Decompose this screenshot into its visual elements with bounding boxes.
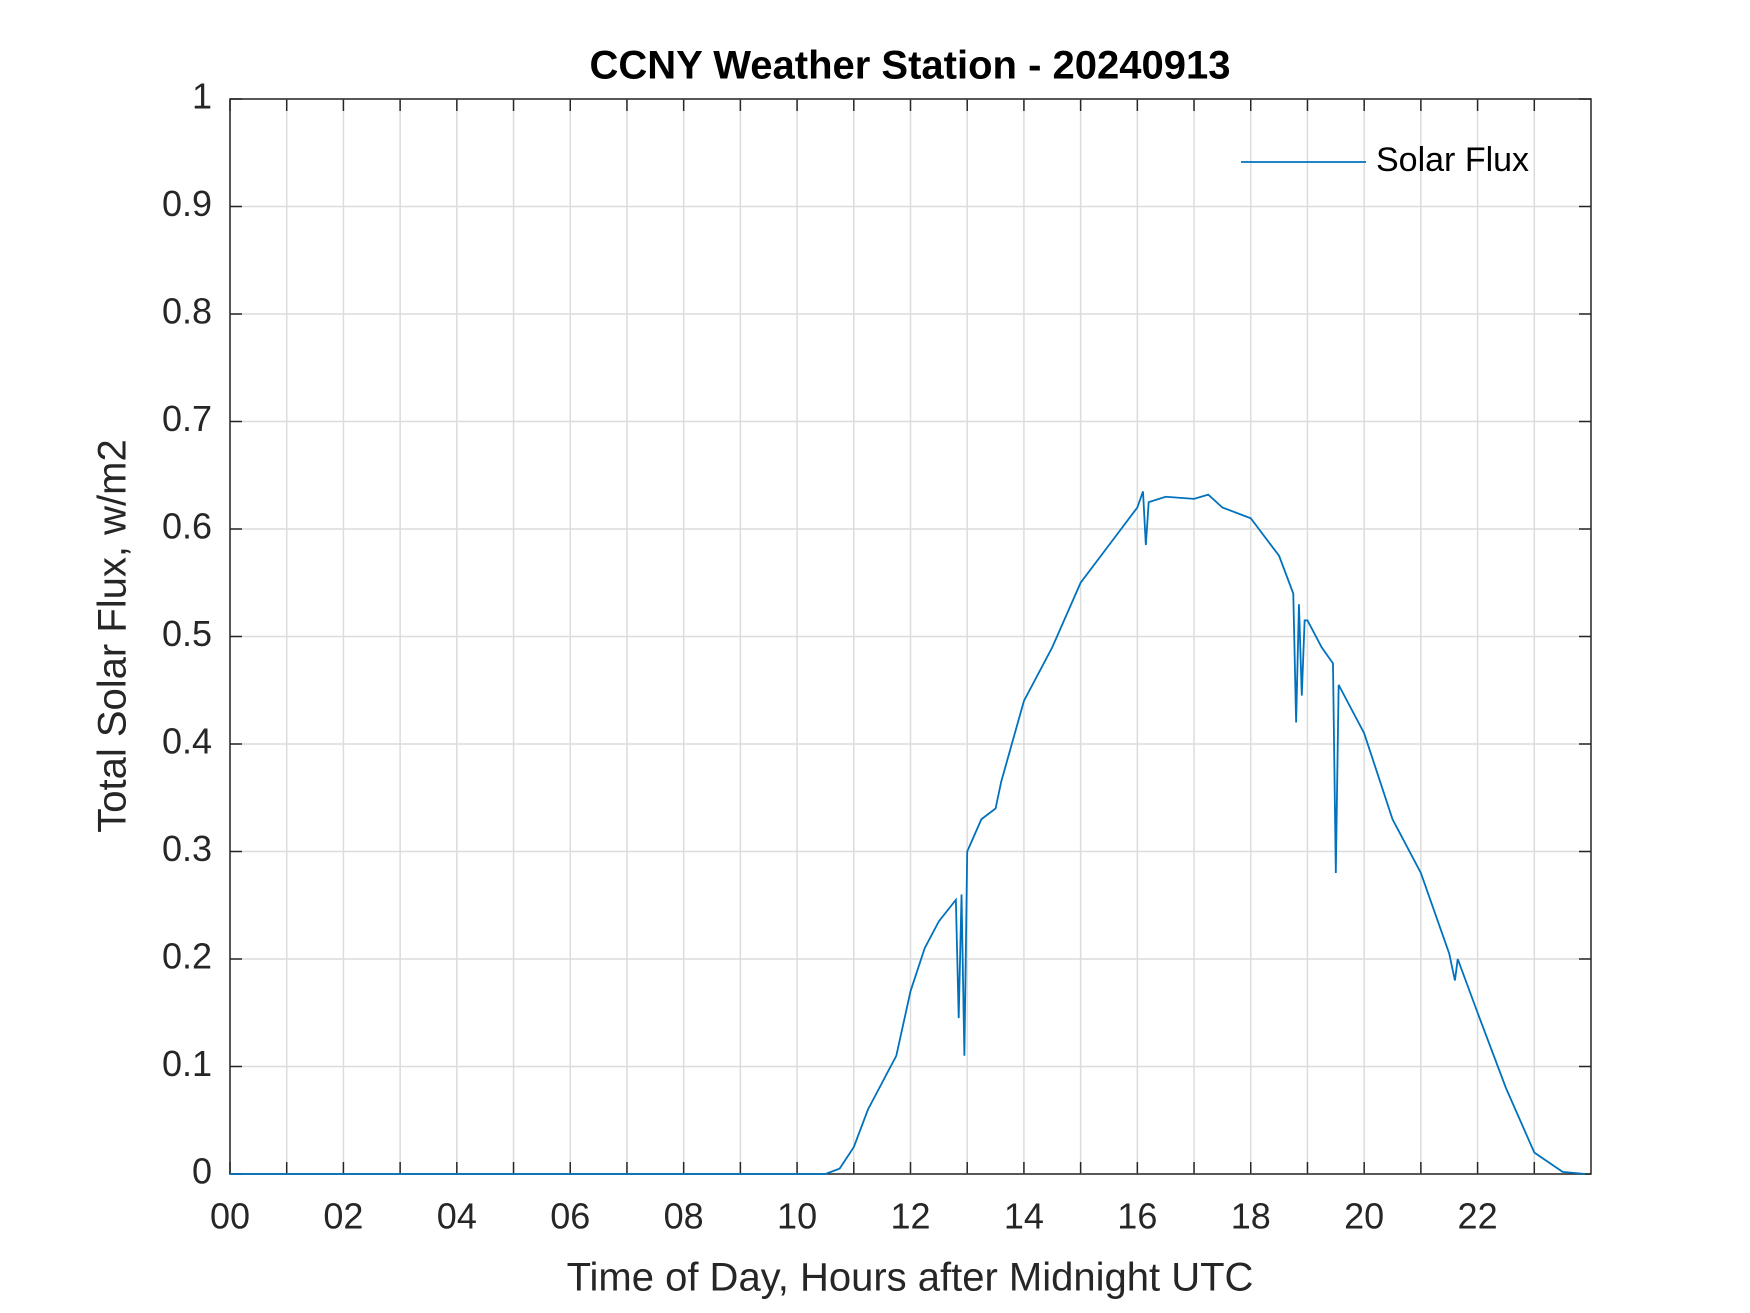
y-tick-label: 0.4 <box>162 721 212 762</box>
x-tick-label: 22 <box>1458 1196 1498 1237</box>
x-tick-label: 06 <box>550 1196 590 1237</box>
x-tick-label: 00 <box>210 1196 250 1237</box>
x-tick-label: 08 <box>664 1196 704 1237</box>
y-tick-label: 1 <box>192 76 212 117</box>
y-tick-label: 0.9 <box>162 183 212 224</box>
x-tick-label: 02 <box>323 1196 363 1237</box>
plot-frame <box>229 98 1592 1175</box>
chart-title: CCNY Weather Station - 20240913 <box>590 44 1231 88</box>
y-axis-label: Total Solar Flux, w/m2 <box>91 439 135 832</box>
y-tick-label: 0.8 <box>162 291 212 332</box>
y-tick-label: 0.3 <box>162 828 212 869</box>
x-tick-label: 14 <box>1004 1196 1044 1237</box>
x-tick-label: 10 <box>777 1196 817 1237</box>
y-tick-label: 0.6 <box>162 506 212 547</box>
x-tick-label: 18 <box>1231 1196 1271 1237</box>
data-line <box>230 491 1586 1175</box>
y-tick-label: 0.2 <box>162 936 212 977</box>
y-tick-label: 0.1 <box>162 1043 212 1084</box>
x-axis-label: Time of Day, Hours after Midnight UTC <box>567 1256 1254 1300</box>
y-tick-label: 0 <box>192 1151 212 1192</box>
x-tick-label: 20 <box>1344 1196 1384 1237</box>
legend-label: Solar Flux <box>1376 141 1529 179</box>
x-tick-label: 16 <box>1117 1196 1157 1237</box>
y-tick-label: 0.5 <box>162 613 212 654</box>
y-tick-label: 0.7 <box>162 398 212 439</box>
x-tick-label: 12 <box>890 1196 930 1237</box>
x-tick-label: 04 <box>437 1196 477 1237</box>
